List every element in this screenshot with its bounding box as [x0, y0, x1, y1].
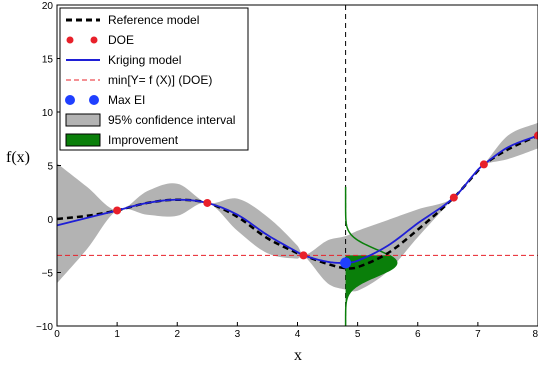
legend-entry-improvement: Improvement — [65, 133, 179, 147]
doe-point — [203, 198, 212, 207]
axis-ticks: 0 1 2 3 4 5 6 7 8 −10 −5 0 5 10 15 20 — [36, 1, 538, 340]
legend-label-min-doe: min[Y= f (X)] (DOE) — [108, 73, 212, 87]
legend: Reference model DOE Kriging model min[Y=… — [59, 7, 249, 151]
legend-swatch-improvement — [65, 133, 101, 147]
x-tick-label: 0 — [54, 329, 60, 340]
legend-label-confidence-interval: 95% confidence interval — [108, 113, 235, 127]
x-tick-label: 6 — [415, 329, 421, 340]
y-tick-label: 15 — [42, 55, 54, 66]
y-tick-label: 5 — [47, 162, 53, 173]
y-tick-label: 10 — [42, 108, 54, 119]
legend-label-doe: DOE — [108, 33, 134, 47]
legend-entry-confidence-interval: 95% confidence interval — [65, 113, 235, 127]
legend-label-reference-model: Reference model — [108, 13, 199, 27]
legend-entry-reference-model: Reference model — [66, 13, 199, 27]
y-axis-label: f(x) — [6, 149, 30, 166]
x-tick-label: 2 — [174, 329, 180, 340]
y-tick-label: 0 — [47, 215, 53, 226]
legend-swatch-max-ei-2 — [89, 95, 99, 105]
legend-swatch-doe-2 — [90, 36, 98, 44]
legend-label-max-ei: Max EI — [108, 93, 145, 107]
legend-entry-max-ei: Max EI — [65, 93, 145, 107]
kriging-model-line — [57, 134, 538, 264]
doe-point — [449, 193, 458, 202]
legend-swatch-max-ei-1 — [65, 95, 75, 105]
max-ei-point — [340, 257, 352, 269]
x-tick-label: 3 — [235, 329, 241, 340]
doe-point — [113, 206, 122, 215]
x-tick-label: 4 — [295, 329, 301, 340]
y-tick-label: −10 — [36, 322, 53, 333]
x-tick-label: 8 — [532, 329, 538, 340]
x-tick-label: 5 — [355, 329, 361, 340]
doe-point — [479, 160, 488, 169]
improvement-density-curve — [344, 186, 398, 326]
doe-point — [534, 131, 538, 140]
plot-area — [57, 5, 538, 326]
x-tick-label: 7 — [475, 329, 481, 340]
legend-label-kriging-model: Kriging model — [108, 53, 181, 67]
doe-point — [299, 251, 308, 260]
doe-points — [113, 131, 538, 260]
legend-swatch-doe-1 — [66, 36, 74, 44]
legend-entry-kriging-model: Kriging model — [66, 53, 181, 67]
x-axis-label: x — [294, 347, 302, 364]
x-tick-label: 1 — [114, 329, 120, 340]
y-tick-label: 20 — [42, 1, 54, 12]
y-tick-label: −5 — [42, 269, 54, 280]
legend-entry-min-doe: min[Y= f (X)] (DOE) — [66, 73, 212, 87]
legend-swatch-confidence-interval — [65, 113, 101, 127]
legend-entry-doe: DOE — [66, 33, 134, 47]
legend-label-improvement: Improvement — [108, 133, 179, 147]
